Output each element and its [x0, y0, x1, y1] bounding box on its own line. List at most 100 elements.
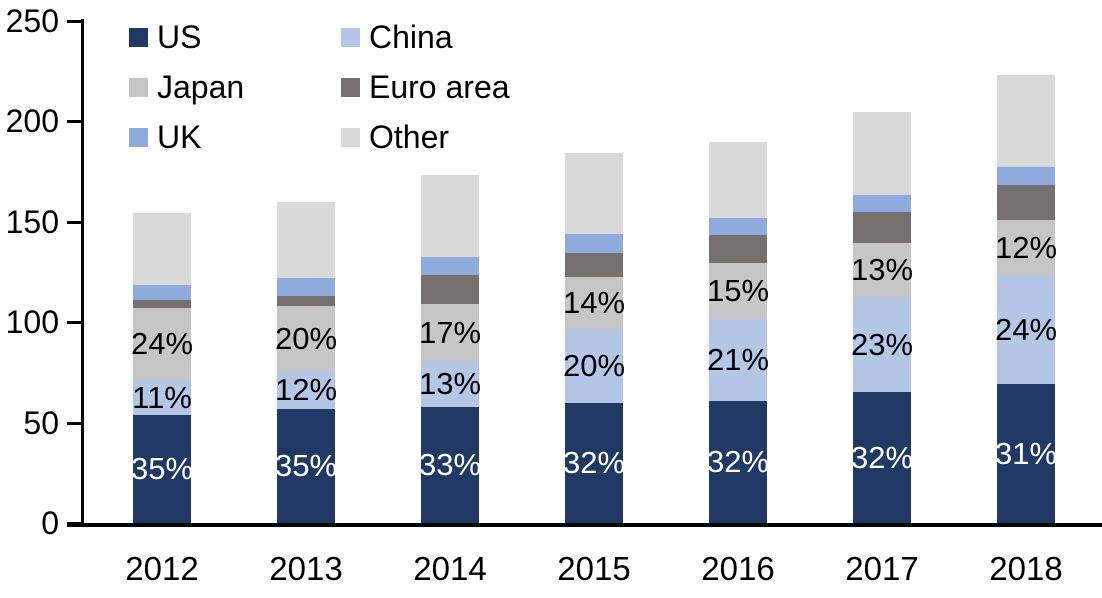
bar-segment-japan [421, 304, 479, 362]
legend-entry-japan: Japan [129, 70, 341, 105]
legend-label: US [157, 19, 202, 55]
legend-swatch-icon [341, 78, 360, 97]
segment-percentage-label: 12% [994, 229, 1058, 265]
bar-segment-other [565, 152, 623, 234]
y-axis-tick [67, 321, 81, 324]
y-axis-tick-label: 250 [5, 3, 59, 39]
legend-swatch-icon [341, 28, 360, 47]
bar-segment-us [133, 414, 191, 523]
segment-percentage-label: 24% [130, 326, 194, 362]
y-axis-tick-label: 0 [41, 505, 59, 541]
bar-segment-other [997, 75, 1055, 167]
bar-segment-euro-area [277, 296, 335, 307]
legend-entry-other: Other [341, 120, 510, 155]
legend-swatch-icon [341, 128, 360, 147]
bar-segment-china [133, 380, 191, 415]
segment-percentage-label: 32% [562, 444, 626, 480]
bar-2014: 33% 13% 17% [419, 0, 481, 523]
y-axis-tick-label: 150 [5, 204, 59, 240]
legend-entry-euro-area: Euro area [341, 70, 510, 105]
y-axis-tick [67, 221, 81, 224]
bar-segment-euro-area [709, 234, 767, 263]
legend-swatch-icon [129, 28, 148, 47]
bar-segment-us [709, 400, 767, 523]
legend-swatch-icon [129, 78, 148, 97]
bar-2015: 32% 20% 14% [563, 0, 625, 523]
segment-percentage-label: 23% [850, 326, 914, 362]
y-axis-tick-label: 100 [5, 304, 59, 340]
segment-percentage-label: 35% [130, 450, 194, 486]
bar-segment-uk [709, 217, 767, 235]
bar-segment-china [709, 319, 767, 401]
legend-swatch-icon [129, 128, 148, 147]
bar-segment-japan [853, 242, 911, 298]
bar-segment-china [277, 371, 335, 409]
segment-percentage-label: 35% [274, 447, 338, 483]
y-axis-tick [67, 20, 81, 23]
segment-percentage-label: 21% [706, 341, 770, 377]
bar-segment-euro-area [565, 252, 623, 278]
bar-segment-china [997, 276, 1055, 385]
segment-percentage-label: 32% [706, 443, 770, 479]
legend-label: Euro area [369, 69, 510, 105]
segment-percentage-label: 31% [994, 435, 1058, 471]
segment-percentage-label: 12% [274, 371, 338, 407]
legend-label: UK [157, 119, 202, 155]
bar-segment-japan [997, 219, 1055, 277]
y-axis-tick-label: 200 [5, 103, 59, 139]
bar-segment-uk [277, 278, 335, 297]
bar-2016: 32% 21% 15% [707, 0, 769, 523]
bar-segment-china [565, 329, 623, 403]
bar-segment-euro-area [133, 300, 191, 309]
x-axis-category-label: 2013 [269, 550, 343, 587]
chart-legend: US China Japan Euro area UK Other [129, 20, 510, 155]
y-axis-line [81, 19, 84, 526]
bar-segment-us [997, 384, 1055, 523]
segment-percentage-label: 20% [562, 347, 626, 383]
bar-segment-other [853, 112, 911, 195]
bar-2018: 31% 24% 12% [995, 0, 1057, 523]
segment-percentage-label: 20% [274, 320, 338, 356]
segment-percentage-label: 13% [418, 365, 482, 401]
bar-segment-japan [277, 306, 335, 372]
segment-percentage-label: 24% [994, 312, 1058, 348]
segment-percentage-label: 15% [706, 273, 770, 309]
bar-segment-japan [565, 277, 623, 330]
bar-segment-other [421, 174, 479, 257]
segment-percentage-label: 32% [850, 439, 914, 475]
bar-segment-euro-area [997, 184, 1055, 220]
bar-segment-other [277, 201, 335, 279]
y-axis-tick-label: 50 [23, 405, 59, 441]
segment-percentage-label: 33% [418, 446, 482, 482]
legend-entry-china: China [341, 20, 510, 55]
x-axis-category-label: 2014 [413, 550, 487, 587]
legend-label: China [369, 19, 453, 55]
bar-2012: 35% 11% 24% [131, 0, 193, 523]
segment-percentage-label: 14% [562, 285, 626, 321]
legend-label: Other [369, 119, 450, 155]
bar-segment-us [277, 408, 335, 523]
bar-segment-other [133, 212, 191, 286]
bar-2017: 32% 23% 13% [851, 0, 913, 523]
x-axis-category-label: 2018 [989, 550, 1063, 587]
bar-segment-japan [709, 262, 767, 320]
bar-segment-uk [853, 194, 911, 212]
bar-segment-uk [421, 256, 479, 276]
bar-segment-euro-area [853, 211, 911, 243]
segment-percentage-label: 11% [132, 379, 192, 415]
bar-segment-us [565, 402, 623, 523]
x-axis-category-label: 2015 [557, 550, 631, 587]
bar-2013: 35% 12% 20% [275, 0, 337, 523]
legend-entry-uk: UK [129, 120, 341, 155]
bar-segment-us [853, 392, 911, 523]
segment-percentage-label: 13% [850, 252, 914, 287]
bar-segment-japan [133, 308, 191, 381]
legend-label: Japan [157, 69, 245, 105]
x-axis-category-label: 2016 [701, 550, 775, 587]
x-axis-category-label: 2017 [845, 550, 919, 587]
segment-percentage-label: 17% [418, 314, 482, 350]
bar-segment-other [709, 141, 767, 218]
bar-segment-us [421, 406, 479, 523]
bar-segment-euro-area [421, 275, 479, 305]
